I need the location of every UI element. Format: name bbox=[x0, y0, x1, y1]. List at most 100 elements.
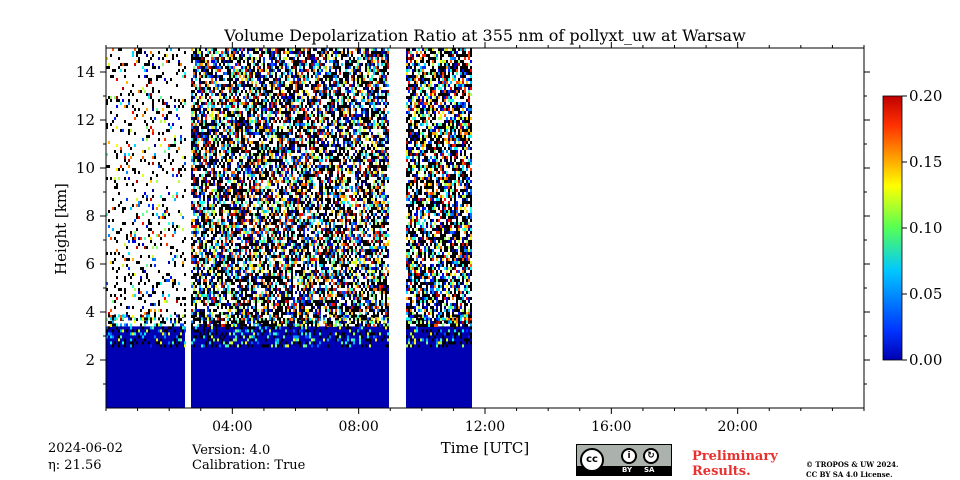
heatmap-cell bbox=[241, 195, 243, 198]
heatmap-cell bbox=[251, 312, 253, 315]
heatmap-cell bbox=[193, 195, 195, 198]
heatmap-cell bbox=[221, 252, 223, 255]
heatmap-cell bbox=[285, 219, 287, 222]
heatmap-cell bbox=[199, 282, 201, 285]
heatmap-cell bbox=[164, 54, 166, 57]
heatmap-cell bbox=[233, 132, 235, 135]
heatmap-cell bbox=[191, 341, 193, 345]
heatmap-cell bbox=[162, 332, 164, 336]
heatmap-cell bbox=[231, 216, 233, 219]
heatmap-cell bbox=[205, 189, 207, 192]
heatmap-cell bbox=[229, 341, 231, 345]
heatmap-cell bbox=[297, 111, 299, 114]
heatmap-cell bbox=[293, 201, 295, 204]
heatmap-cell bbox=[223, 129, 225, 132]
heatmap-cell bbox=[158, 222, 160, 225]
heatmap-cell bbox=[297, 156, 299, 159]
heatmap-cell bbox=[287, 78, 289, 81]
heatmap-cell bbox=[231, 93, 233, 96]
heatmap-cell bbox=[277, 341, 279, 345]
heatmap-cell bbox=[197, 129, 199, 132]
heatmap-cell bbox=[291, 258, 293, 261]
heatmap-cell bbox=[126, 81, 128, 84]
heatmap-cell bbox=[295, 162, 297, 165]
heatmap-cell bbox=[243, 270, 245, 273]
heatmap-cell bbox=[219, 132, 221, 135]
heatmap-cell bbox=[209, 332, 211, 336]
heatmap-cell bbox=[283, 210, 285, 213]
heatmap-cell bbox=[221, 270, 223, 273]
heatmap-cell bbox=[205, 117, 207, 120]
heatmap-cell bbox=[176, 84, 178, 87]
heatmap-cell bbox=[309, 189, 311, 192]
heatmap-cell bbox=[207, 129, 209, 132]
heatmap-cell bbox=[261, 228, 263, 231]
heatmap-cell bbox=[269, 54, 271, 57]
heatmap-cell bbox=[255, 129, 257, 132]
heatmap-cell bbox=[245, 228, 247, 231]
heatmap-cell bbox=[309, 174, 311, 177]
heatmap-cell bbox=[253, 72, 255, 75]
heatmap-cell bbox=[239, 294, 241, 297]
heatmap-cell bbox=[309, 300, 311, 303]
heatmap-cell bbox=[211, 81, 213, 84]
heatmap-cell bbox=[255, 153, 257, 156]
heatmap-cell bbox=[283, 294, 285, 297]
heatmap-cell bbox=[195, 189, 197, 192]
heatmap-cell bbox=[267, 201, 269, 204]
heatmap-cell bbox=[259, 60, 261, 63]
heatmap-cell bbox=[239, 326, 241, 330]
heatmap-cell bbox=[261, 48, 263, 51]
heatmap-cell bbox=[213, 252, 215, 255]
heatmap-cell bbox=[239, 237, 241, 240]
heatmap-cell bbox=[251, 240, 253, 243]
heatmap-cell bbox=[225, 282, 227, 285]
heatmap-cell bbox=[235, 129, 237, 132]
heatmap-cell bbox=[307, 135, 309, 138]
heatmap-cell bbox=[279, 192, 281, 195]
heatmap-cell bbox=[229, 57, 231, 60]
heatmap-cell bbox=[279, 171, 281, 174]
heatmap-cell bbox=[295, 183, 297, 186]
heatmap-cell bbox=[231, 54, 233, 57]
heatmap-cell bbox=[295, 69, 297, 72]
heatmap-cell bbox=[287, 66, 289, 69]
heatmap-cell bbox=[197, 309, 199, 312]
heatmap-cell bbox=[213, 57, 215, 60]
heatmap-cell bbox=[197, 264, 199, 267]
heatmap-cell bbox=[225, 156, 227, 159]
heatmap-cell bbox=[255, 108, 257, 111]
heatmap-cell bbox=[271, 108, 273, 111]
heatmap-cell bbox=[275, 225, 277, 228]
heatmap-cell bbox=[309, 102, 311, 105]
heatmap-cell bbox=[191, 326, 193, 330]
heatmap-cell bbox=[128, 315, 130, 318]
heatmap-cell bbox=[305, 207, 307, 210]
heatmap-cell bbox=[221, 54, 223, 57]
heatmap-cell bbox=[217, 114, 219, 117]
heatmap-cell bbox=[180, 135, 182, 138]
heatmap-cell bbox=[293, 198, 295, 201]
heatmap-cell bbox=[209, 309, 211, 312]
heatmap-cell bbox=[261, 192, 263, 195]
heatmap-cell bbox=[259, 120, 261, 123]
heatmap-cell bbox=[275, 249, 277, 252]
heatmap-cell bbox=[273, 273, 275, 276]
heatmap-cell bbox=[166, 243, 168, 246]
heatmap-cell bbox=[124, 314, 126, 318]
heatmap-cell bbox=[166, 48, 168, 51]
heatmap-cell bbox=[249, 171, 251, 174]
heatmap-cell bbox=[259, 240, 261, 243]
heatmap-cell bbox=[237, 135, 239, 138]
heatmap-cell bbox=[241, 201, 243, 204]
heatmap-cell bbox=[245, 165, 247, 168]
heatmap-cell bbox=[249, 114, 251, 117]
heatmap-cell bbox=[108, 210, 110, 213]
heatmap-cell bbox=[241, 84, 243, 87]
heatmap-cell bbox=[263, 63, 265, 66]
heatmap-cell bbox=[207, 317, 209, 321]
heatmap-cell bbox=[199, 204, 201, 207]
heatmap-cell bbox=[184, 72, 186, 75]
heatmap-cell bbox=[213, 216, 215, 219]
heatmap-cell bbox=[213, 255, 215, 258]
